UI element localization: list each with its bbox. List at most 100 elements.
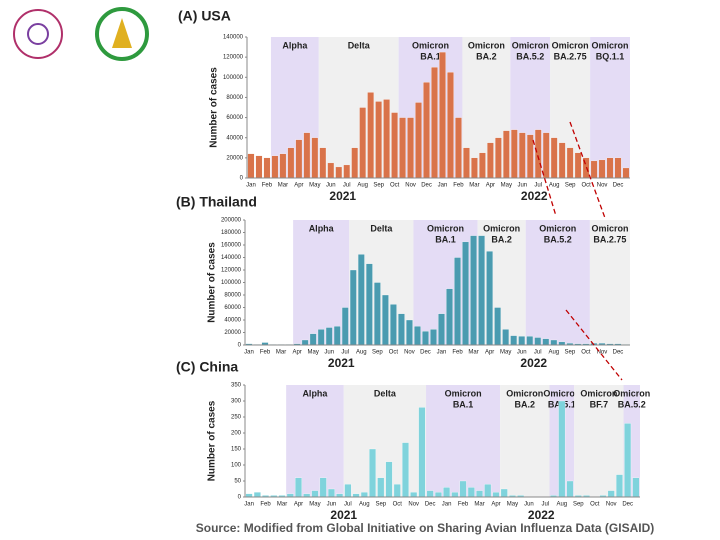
bar bbox=[319, 147, 327, 179]
x-tick-label: Apr bbox=[486, 183, 495, 189]
variant-label: Alpha bbox=[302, 388, 328, 398]
bar bbox=[327, 162, 335, 179]
bar bbox=[422, 331, 429, 346]
bar bbox=[414, 326, 421, 346]
x-tick-label: Mar bbox=[278, 183, 288, 189]
bar bbox=[325, 327, 333, 346]
source-note: Source: Modified from Global Initiative … bbox=[196, 521, 654, 535]
x-tick-label: Nov bbox=[408, 502, 419, 508]
bar bbox=[542, 338, 550, 346]
variant-label: Omicron bbox=[506, 388, 543, 398]
x-tick-label: Nov bbox=[597, 350, 608, 356]
x-tick-label: Jan bbox=[246, 183, 256, 189]
x-tick-label: Jan bbox=[437, 350, 447, 356]
x-tick-label: Sep bbox=[375, 502, 386, 508]
y-tick-label: 200 bbox=[231, 431, 242, 437]
bar bbox=[373, 282, 381, 346]
x-tick-label: Mar bbox=[468, 350, 478, 356]
variant-label: Omicron bbox=[552, 40, 589, 50]
bar bbox=[255, 155, 263, 179]
variant-region bbox=[525, 220, 590, 345]
bar bbox=[393, 484, 401, 498]
arrows bbox=[532, 121, 623, 381]
bar bbox=[614, 157, 622, 179]
bar bbox=[383, 99, 390, 179]
variant-label: BA.2.75 bbox=[593, 234, 626, 244]
bar bbox=[410, 492, 418, 498]
x-tick-label: May bbox=[309, 502, 320, 508]
bar bbox=[624, 423, 632, 498]
x-tick-label: May bbox=[507, 502, 518, 508]
bar bbox=[534, 129, 542, 179]
arrow bbox=[532, 139, 557, 217]
year-label: 2022 bbox=[528, 508, 555, 522]
bar bbox=[391, 112, 398, 179]
bar bbox=[360, 492, 368, 498]
variant-label: Omicron bbox=[592, 40, 629, 50]
y-tick-label: 120000 bbox=[223, 55, 244, 61]
x-tick-label: Oct bbox=[581, 183, 591, 189]
year-label: 2022 bbox=[520, 356, 547, 370]
bar bbox=[351, 147, 359, 179]
variant-label: Omicron bbox=[613, 388, 650, 398]
y-tick-label: 140000 bbox=[223, 35, 244, 41]
bar bbox=[558, 142, 566, 179]
variant-region bbox=[293, 220, 350, 345]
bar bbox=[462, 241, 469, 346]
bar bbox=[574, 152, 582, 179]
bar bbox=[333, 326, 341, 346]
bar bbox=[622, 167, 630, 179]
bar bbox=[317, 329, 325, 346]
bar bbox=[463, 147, 470, 179]
chart-title: (A) USA bbox=[178, 8, 231, 24]
y-axis-title: Number of cases bbox=[209, 67, 220, 148]
bar bbox=[479, 152, 486, 179]
bar bbox=[510, 129, 518, 179]
bar bbox=[443, 487, 451, 498]
y-tick-label: 0 bbox=[238, 343, 242, 349]
bar bbox=[349, 269, 357, 346]
y-tick-label: 60000 bbox=[226, 115, 243, 121]
x-tick-label: May bbox=[501, 183, 512, 189]
bar bbox=[502, 329, 510, 346]
x-tick-label: Jan bbox=[244, 350, 254, 356]
bar bbox=[486, 251, 493, 346]
x-tick-label: Jun bbox=[324, 350, 334, 356]
bar bbox=[263, 157, 271, 179]
variant-label: Omicron bbox=[412, 40, 449, 50]
bar bbox=[590, 160, 598, 179]
bar bbox=[301, 339, 309, 346]
x-tick-label: Oct bbox=[389, 350, 399, 356]
y-tick-label: 140000 bbox=[221, 255, 242, 261]
variant-label: BA.2.75 bbox=[554, 51, 587, 61]
x-tick-label: Feb bbox=[260, 502, 271, 508]
variant-region bbox=[589, 220, 630, 345]
x-tick-label: Nov bbox=[597, 183, 608, 189]
bar bbox=[309, 333, 317, 346]
x-tick-label: Nov bbox=[606, 502, 617, 508]
bar bbox=[439, 51, 446, 179]
variant-label: Delta bbox=[370, 223, 393, 233]
variant-label: BA.2 bbox=[515, 399, 536, 409]
variant-region bbox=[574, 385, 624, 497]
bar bbox=[446, 288, 453, 346]
bar bbox=[303, 132, 311, 179]
bar bbox=[343, 164, 351, 179]
bar bbox=[454, 257, 461, 346]
bar bbox=[438, 313, 445, 346]
bar bbox=[341, 307, 349, 346]
bar bbox=[390, 304, 397, 346]
x-tick-label: Aug bbox=[356, 350, 367, 356]
bar bbox=[534, 337, 542, 346]
bar bbox=[287, 147, 295, 179]
bar bbox=[526, 134, 534, 179]
bar bbox=[335, 166, 343, 179]
bar bbox=[399, 117, 406, 179]
x-tick-label: Jul bbox=[343, 183, 351, 189]
bar bbox=[470, 235, 477, 346]
variant-label: BA.5.2 bbox=[516, 51, 544, 61]
bar bbox=[295, 139, 303, 179]
bar bbox=[406, 319, 413, 346]
